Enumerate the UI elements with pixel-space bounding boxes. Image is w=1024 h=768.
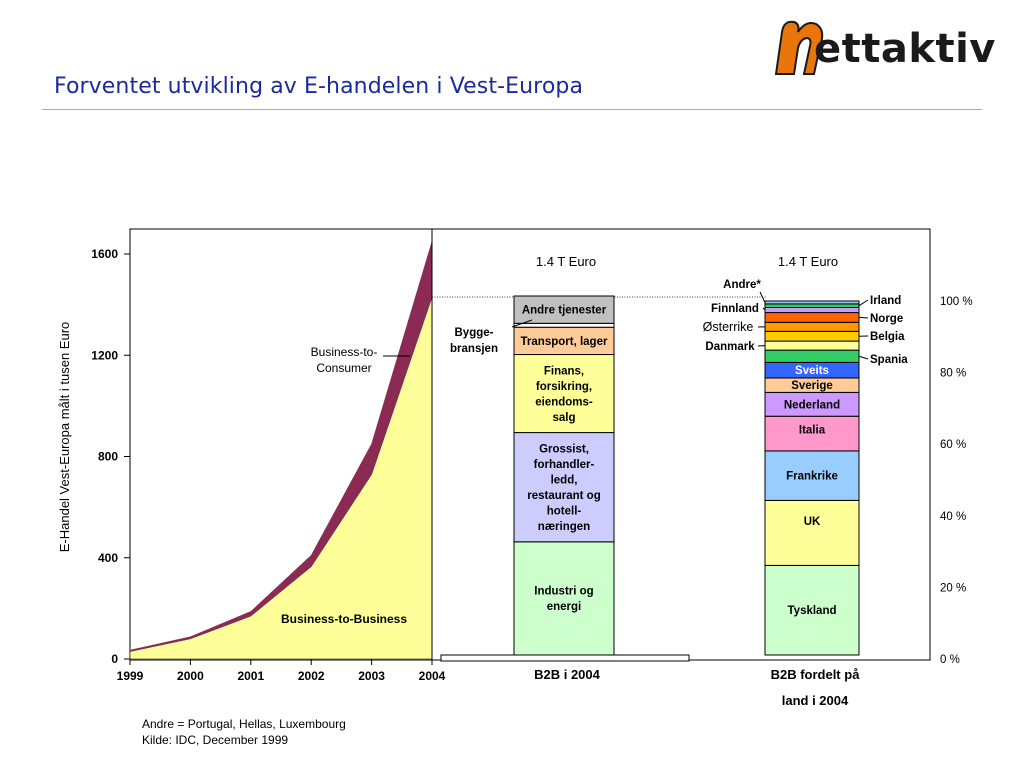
bygge-leader-line [511, 319, 533, 328]
country-segment [764, 349, 860, 363]
sector-bar-total: 1.4 T Euro [536, 254, 596, 269]
country-callout-label: Belgia [870, 331, 905, 343]
sector-bar-category: B2B i 2004 [534, 667, 601, 682]
footnote-andre: Andre = Portugal, Hellas, Luxembourg [142, 717, 346, 731]
sector-segment [513, 432, 615, 543]
x-tick-label: 2004 [419, 669, 446, 683]
title-divider [42, 109, 982, 110]
country-callout-label: Norge [870, 313, 903, 325]
country-leader-line [759, 291, 766, 303]
country-segment [764, 312, 860, 323]
country-segment-label: UK [804, 516, 821, 528]
country-bar-category-line2: land i 2004 [782, 693, 849, 708]
sector-segment [513, 326, 615, 356]
country-segment-label: Italia [799, 424, 826, 436]
country-leader-line [762, 307, 766, 311]
country-callout-label: Irland [870, 295, 901, 307]
country-segment [764, 340, 860, 351]
percent-tick-label: 20 % [940, 582, 966, 594]
sector-segment-label: Andre tjenester [522, 305, 607, 317]
x-tick-label: 2002 [298, 669, 325, 683]
b2c-area-label-line2: Consumer [316, 361, 371, 375]
country-segment [764, 303, 860, 309]
b2b-base-bar [440, 654, 690, 662]
country-leader-line [858, 299, 869, 307]
country-segment [764, 307, 860, 314]
country-segment [764, 450, 860, 501]
country-segment-label: Sverige [791, 380, 833, 392]
sector-segment [513, 295, 615, 324]
y-tick-label: 800 [98, 450, 118, 464]
nettaktiv-logo: ettaktiv [770, 12, 1000, 82]
y-tick-label: 400 [98, 551, 118, 565]
y-tick-label: 1600 [91, 247, 118, 261]
logo-n-icon [774, 20, 824, 75]
country-callout-label: Andre* [723, 279, 761, 291]
sector-segment [513, 541, 615, 656]
y-axis-label: E-Handel Vest-Europa målt i tusen Euro [57, 322, 72, 553]
percent-tick-label: 0 % [940, 654, 960, 666]
x-tick-label: 2001 [237, 669, 264, 683]
country-segment-label: Sveits [795, 365, 829, 377]
country-segment [764, 499, 860, 566]
b2b-area-label: Business-to-Business [281, 612, 407, 626]
y-tick-label: 1200 [91, 348, 118, 362]
country-segment [764, 330, 860, 342]
country-segment [764, 415, 860, 452]
percent-tick-label: 100 % [940, 296, 973, 308]
b2c-area-label: Business-to- [311, 345, 378, 359]
country-callout-label: Danmark [705, 341, 755, 353]
x-tick-label: 1999 [117, 669, 144, 683]
footnote-source: Kilde: IDC, December 1999 [142, 733, 289, 747]
sector-segment-label: Industri og energi [534, 586, 593, 614]
x-tick-label: 2000 [177, 669, 204, 683]
country-bar-total: 1.4 T Euro [778, 254, 838, 269]
sector-segment-label: Finans, forsikring, eiendoms-salg [535, 365, 593, 424]
country-segment-label: Tyskland [788, 605, 837, 617]
country-segment-label: Frankrike [786, 471, 838, 483]
bygge-label: Bygge- [455, 327, 494, 339]
sector-segment-label: Transport, lager [521, 336, 608, 348]
y-tick-label: 0 [111, 652, 118, 666]
percent-tick-label: 60 % [940, 439, 966, 451]
sector-segment-label: Grossist, forhandler-ledd, restaurant og ho… [527, 443, 601, 533]
country-segment-label: Nederland [784, 399, 840, 411]
percent-tick-label: 80 % [940, 368, 966, 380]
x-tick-label: 2003 [358, 669, 385, 683]
country-callout-label: Østerrike [703, 320, 754, 334]
country-bar-category-line1: B2B fordelt på [771, 667, 861, 682]
bygge-label-line2: bransjen [450, 343, 498, 355]
country-leader-line [858, 355, 869, 360]
country-segment [764, 300, 860, 305]
country-callout-label: Finnland [711, 303, 759, 315]
country-callout-label: Spania [870, 354, 908, 366]
country-leader-line [858, 316, 869, 319]
country-segment [764, 564, 860, 656]
page-title: Forventet utvikling av E-handelen i Vest… [54, 74, 584, 99]
b2b-area [129, 296, 433, 660]
percent-tick-label: 40 % [940, 511, 966, 523]
country-segment [764, 321, 860, 332]
sector-segment [513, 322, 615, 328]
logo-wordmark: ettaktiv [814, 26, 996, 72]
